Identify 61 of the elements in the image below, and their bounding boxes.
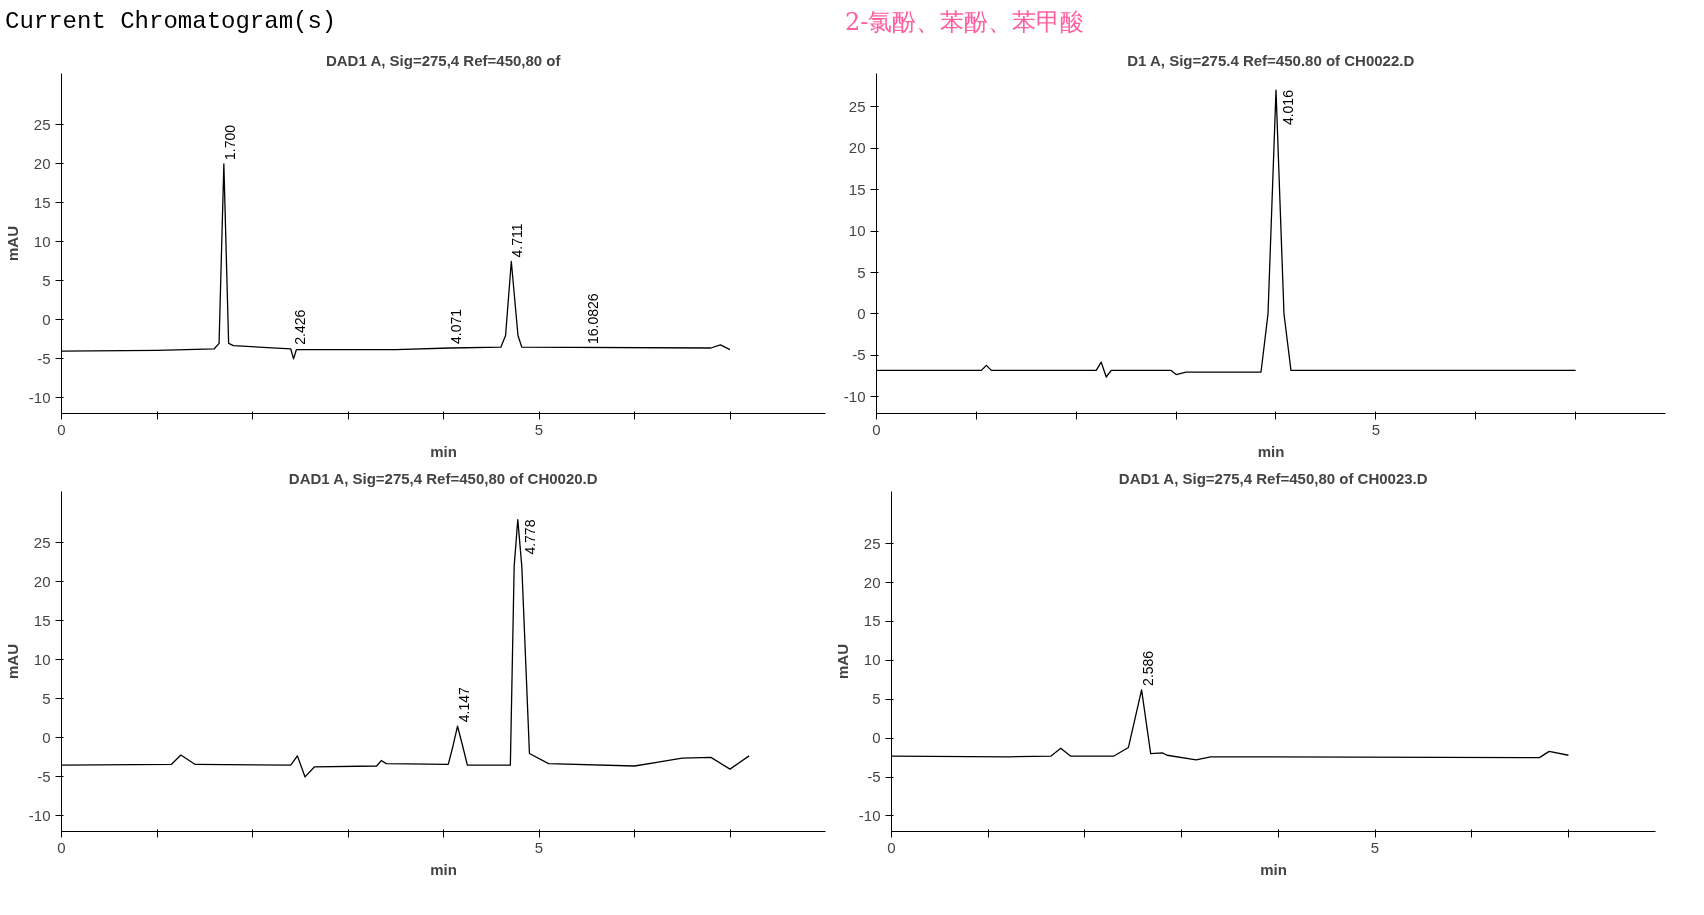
- y-tick-label: 10: [863, 651, 881, 669]
- annotation: 1.700: [221, 124, 238, 160]
- y-tick-label: -5: [852, 346, 866, 364]
- y-axis-title: mAU: [833, 643, 851, 679]
- annotation: 4.711: [509, 223, 526, 258]
- chart-title: DAD1 A, Sig=275,4 Ref=450,80 of CH0023.D: [1118, 469, 1428, 487]
- y-tick-label: -10: [28, 388, 51, 406]
- annotation: 4.016: [1279, 89, 1296, 126]
- y-tick-label: 10: [33, 650, 51, 668]
- y-tick-label: -10: [28, 806, 51, 824]
- x-axis-title: min: [430, 442, 457, 460]
- y-tick-label: 5: [857, 263, 866, 281]
- x-tick-label: 5: [534, 838, 544, 856]
- y-tick-label: 0: [857, 304, 866, 322]
- x-tick-label: 0: [57, 420, 66, 438]
- y-tick-label: 25: [863, 534, 881, 552]
- y-tick-label: 0: [42, 728, 51, 746]
- text: 2-氯酚、苯酚、苯甲酸: [845, 7, 1085, 38]
- y-axis-title: mAU: [3, 643, 21, 679]
- x-axis-title: min: [430, 860, 457, 878]
- y-tick-label: 5: [42, 271, 51, 289]
- y-tick-label: 10: [33, 232, 51, 250]
- x-tick-label: 0: [887, 838, 896, 856]
- y-tick-label: 10: [848, 222, 866, 240]
- x-tick-label: 5: [1371, 420, 1381, 438]
- y-tick-label: 15: [863, 612, 881, 630]
- y-tick-label: 25: [33, 115, 51, 133]
- y-tick-label: 20: [33, 154, 51, 172]
- y-tick-label: 0: [872, 729, 881, 747]
- y-tick-label: -10: [843, 387, 866, 405]
- annotation: 4.147: [455, 686, 472, 723]
- y-tick-label: -5: [37, 349, 51, 367]
- y-tick-label: 15: [848, 180, 866, 198]
- annotation: 2.426: [291, 309, 308, 345]
- y-axis-title: mAU: [3, 225, 21, 261]
- y-tick-label: -10: [858, 806, 881, 824]
- x-tick-label: 0: [57, 838, 66, 856]
- annotation: 4.071: [448, 308, 465, 344]
- chart-title: DAD1 A, Sig=275,4 Ref=450,80 of CH0020.D: [288, 469, 598, 487]
- annotation: 2.586: [1139, 650, 1156, 686]
- x-tick-label: 5: [1370, 838, 1380, 856]
- annotation: 16.0826: [584, 293, 601, 344]
- chart-title: D1 A, Sig=275.4 Ref=450.80 of CH0022.D: [1127, 51, 1415, 69]
- y-tick-label: -5: [37, 767, 51, 785]
- y-tick-label: 20: [33, 572, 51, 590]
- y-tick-label: 20: [863, 573, 881, 591]
- text: Current Chromatogram(s): [5, 7, 337, 37]
- y-tick-label: 25: [33, 533, 51, 551]
- y-tick-label: 0: [42, 310, 51, 328]
- y-tick-label: 5: [42, 689, 51, 707]
- x-axis-title: min: [1260, 860, 1287, 878]
- y-tick-label: -5: [867, 768, 881, 786]
- x-axis-title: min: [1257, 442, 1285, 460]
- y-tick-label: 15: [33, 611, 51, 629]
- y-tick-label: 20: [848, 139, 866, 157]
- annotation: 4.778: [521, 519, 538, 555]
- chart-title: DAD1 A, Sig=275,4 Ref=450,80 of: [325, 51, 562, 69]
- y-tick-label: 15: [33, 193, 51, 211]
- y-tick-label: 5: [872, 690, 881, 708]
- y-tick-label: 25: [848, 97, 866, 115]
- x-tick-label: 5: [534, 420, 544, 438]
